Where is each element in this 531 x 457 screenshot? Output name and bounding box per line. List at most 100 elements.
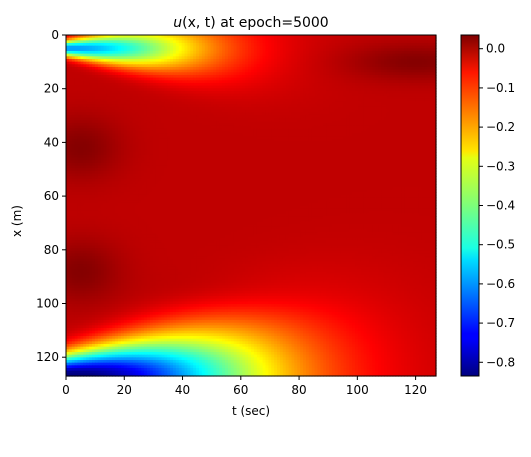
heatmap-cell <box>285 56 290 60</box>
heatmap-cell <box>401 72 405 76</box>
heatmap-cell <box>132 50 136 55</box>
heatmap-cell <box>386 40 391 44</box>
heatmap-cell <box>294 45 298 49</box>
heatmap-cell <box>340 58 345 63</box>
heatmap-cell <box>360 64 365 68</box>
heatmap-cell <box>366 53 371 57</box>
heatmap-cell <box>196 72 200 76</box>
heatmap-cell <box>89 37 93 41</box>
heatmap-cell <box>233 58 238 63</box>
heatmap-cell <box>187 35 191 39</box>
heatmap-cell <box>366 50 371 55</box>
heatmap-cell <box>305 37 310 41</box>
heatmap-cell <box>308 69 313 73</box>
heatmap-cell <box>262 45 267 49</box>
heatmap-cell <box>369 45 374 49</box>
heatmap-cell <box>294 53 298 57</box>
heatmap-cell <box>282 74 287 79</box>
heatmap-cell <box>80 53 84 57</box>
heatmap-cell <box>268 56 272 60</box>
heatmap-cell <box>112 40 116 44</box>
heatmap-cell <box>123 61 128 65</box>
heatmap-cell <box>141 53 145 57</box>
heatmap-cell <box>146 45 151 49</box>
heatmap-cell <box>329 72 333 76</box>
heatmap-cell <box>268 72 272 76</box>
heatmap-cell <box>196 48 200 52</box>
heatmap-cell <box>279 40 284 44</box>
heatmap-cell <box>381 37 385 41</box>
heatmap-cell <box>167 53 171 57</box>
heatmap-cell <box>415 58 420 63</box>
heatmap-cell <box>265 35 269 39</box>
heatmap-cell <box>424 66 428 71</box>
heatmap-cell <box>381 35 385 39</box>
heatmap-cell <box>303 58 307 63</box>
heatmap-cell <box>389 42 394 47</box>
heatmap-cell <box>352 35 356 39</box>
heatmap-cell <box>256 42 261 47</box>
heatmap-cell <box>433 50 437 55</box>
heatmap-cell <box>86 69 90 73</box>
heatmap-cell <box>126 48 131 52</box>
heatmap-cell <box>303 45 307 49</box>
heatmap-cell <box>236 50 241 55</box>
heatmap-cell <box>433 53 437 57</box>
heatmap-cell <box>357 56 362 60</box>
heatmap-cell <box>337 56 342 60</box>
heatmap-cell <box>331 64 336 68</box>
heatmap-cell <box>291 69 295 73</box>
heatmap-cell <box>68 35 73 39</box>
heatmap-cell <box>149 77 154 81</box>
heatmap-cell <box>421 61 426 65</box>
heatmap-cell <box>115 58 119 63</box>
heatmap-cell <box>242 40 246 44</box>
heatmap-cell <box>201 64 206 68</box>
heatmap-cell <box>317 40 321 44</box>
heatmap-cell <box>285 61 290 65</box>
heatmap-cell <box>181 40 186 44</box>
heatmap-cell <box>236 42 241 47</box>
heatmap-cell <box>279 72 284 76</box>
heatmap-cell <box>404 56 408 60</box>
heatmap-cell <box>227 66 232 71</box>
heatmap-cell <box>262 40 267 44</box>
heatmap-cell <box>331 37 336 41</box>
heatmap-cell <box>152 69 157 73</box>
heatmap-cell <box>118 56 122 60</box>
heatmap-cell <box>409 53 414 57</box>
heatmap-cell <box>248 74 252 79</box>
heatmap-cell <box>409 50 414 55</box>
heatmap-cell <box>331 56 336 60</box>
heatmap-cell <box>369 61 374 65</box>
heatmap-cell <box>430 50 434 55</box>
heatmap-cell <box>401 42 405 47</box>
heatmap-cell <box>274 66 278 71</box>
heatmap-cell <box>89 48 93 52</box>
heatmap-cell <box>161 64 165 68</box>
heatmap-cell <box>146 48 151 52</box>
heatmap-cell <box>245 42 249 47</box>
heatmap-cell <box>259 35 264 39</box>
heatmap-cell <box>251 72 255 76</box>
heatmap-cell <box>369 42 374 47</box>
heatmap-cell <box>193 37 197 41</box>
heatmap-cell <box>129 56 134 60</box>
heatmap-cell <box>201 74 206 79</box>
heatmap-cell <box>337 53 342 57</box>
heatmap-cell <box>412 61 417 65</box>
heatmap-cell <box>190 56 194 60</box>
heatmap-cell <box>71 56 76 60</box>
heatmap-cell <box>158 40 162 44</box>
heatmap-cell <box>282 50 287 55</box>
heatmap-cell <box>66 64 70 68</box>
heatmap-cell <box>424 58 428 63</box>
heatmap-cell <box>256 74 261 79</box>
heatmap-cell <box>262 72 267 76</box>
heatmap-cell <box>190 74 194 79</box>
heatmap-cell <box>123 56 128 60</box>
heatmap-cell <box>219 37 223 41</box>
heatmap-cell <box>398 50 402 55</box>
heatmap-cell <box>253 53 258 57</box>
heatmap-cell <box>352 66 356 71</box>
